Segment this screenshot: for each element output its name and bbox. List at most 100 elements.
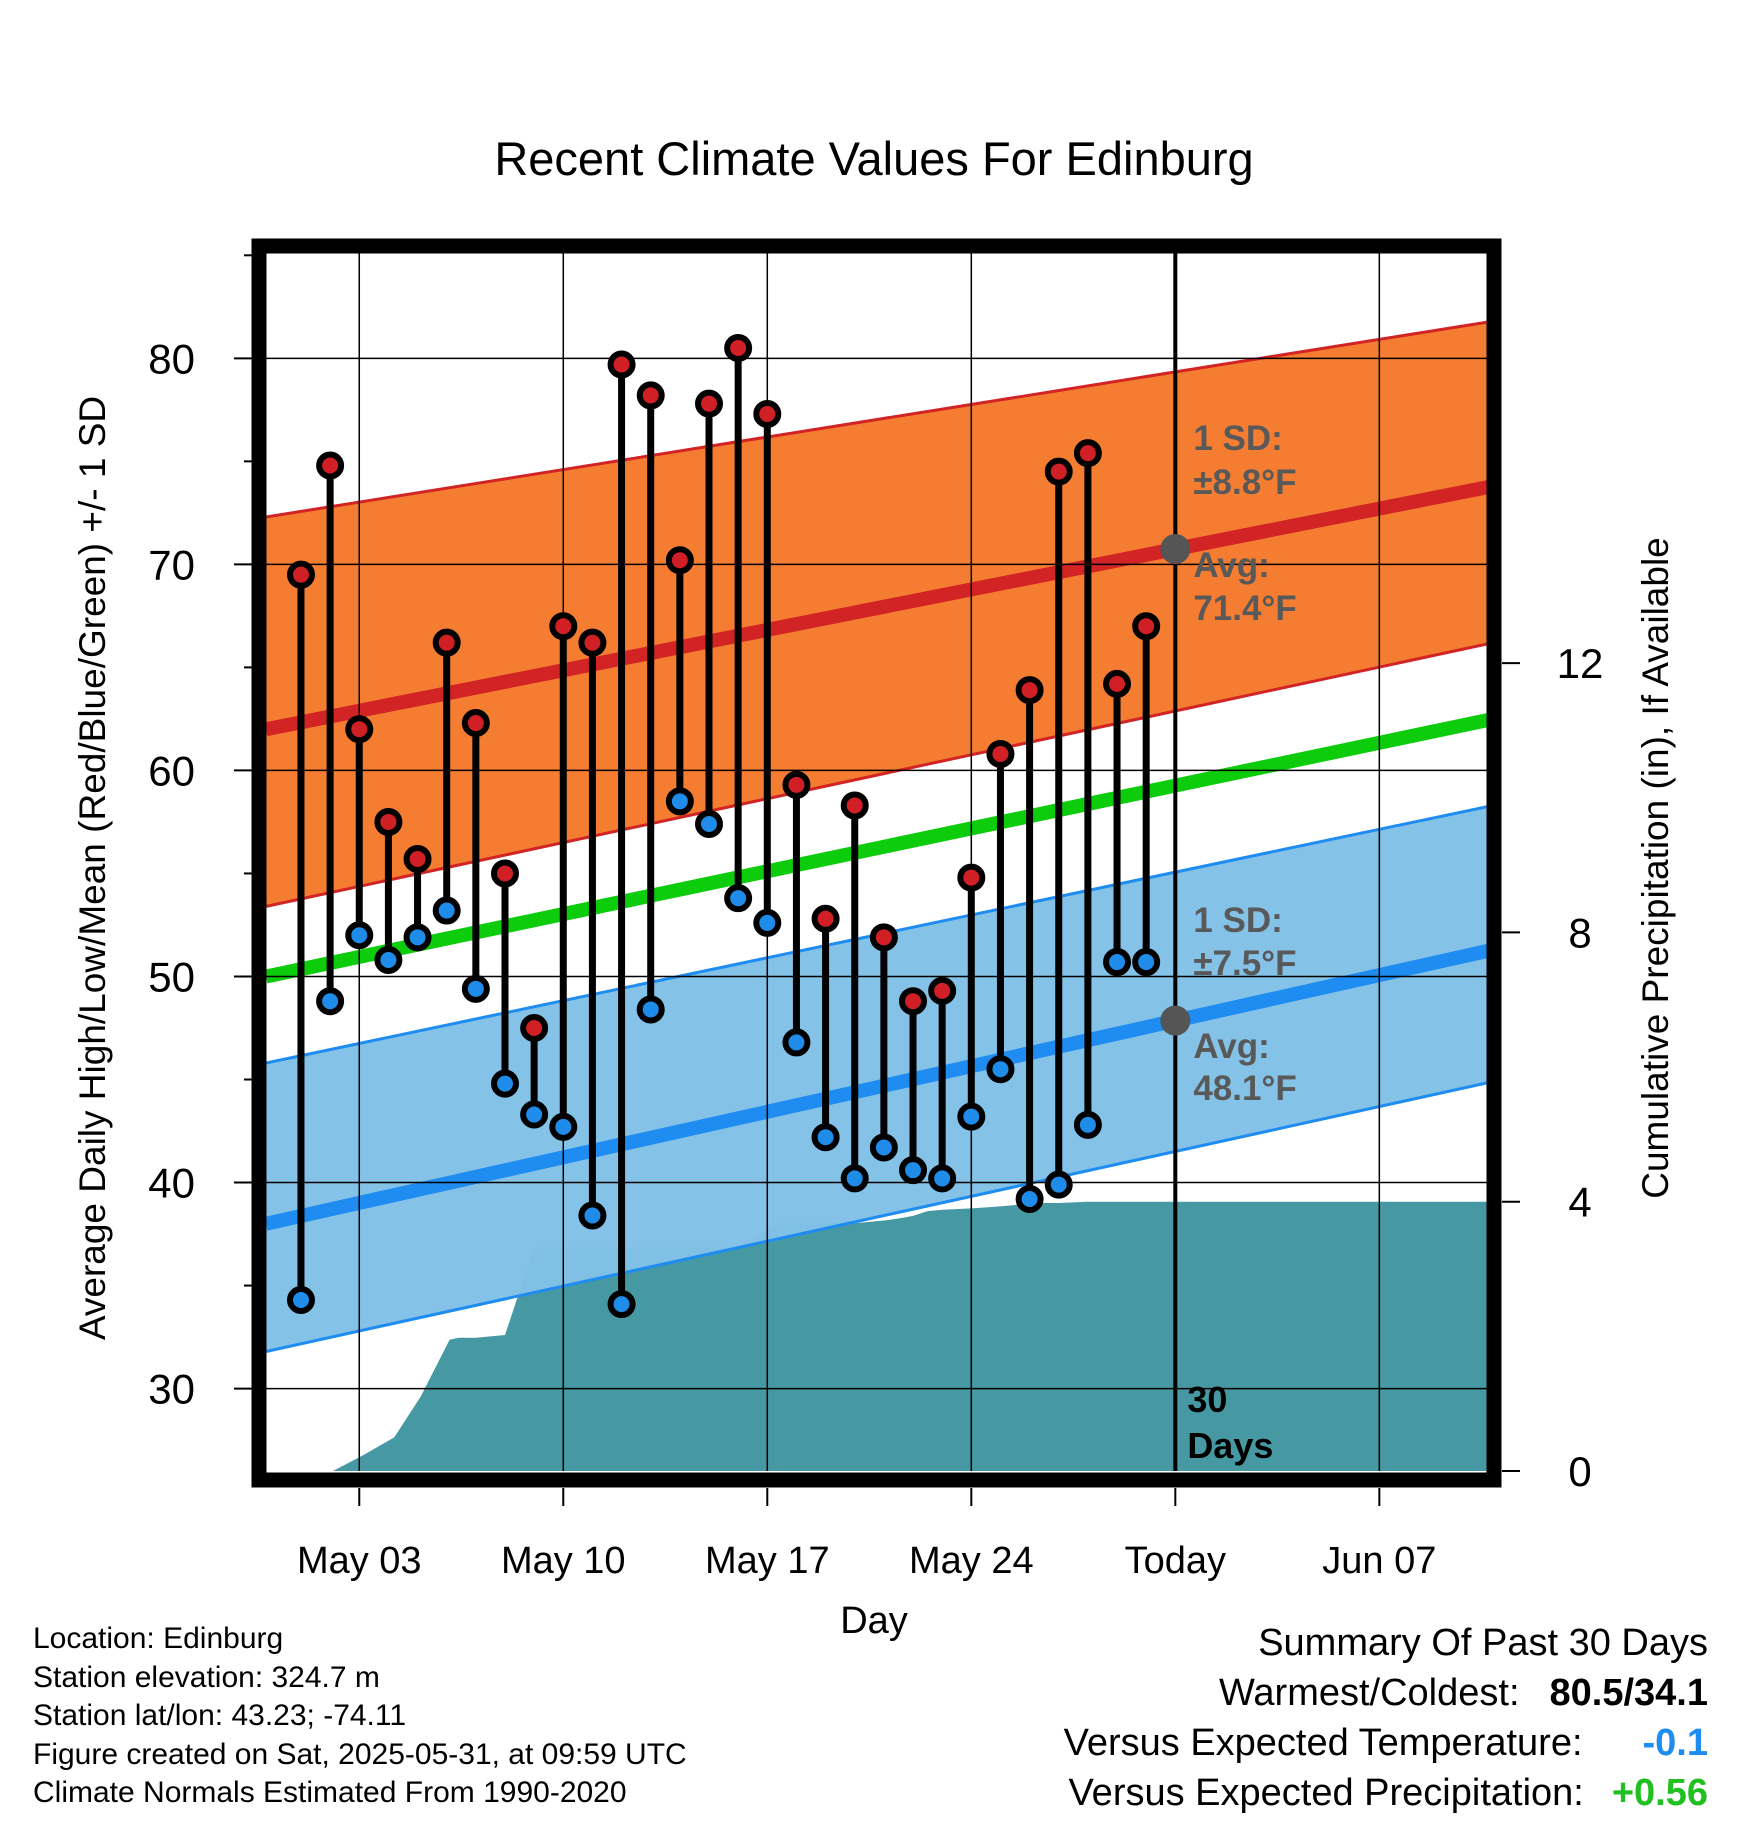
y2-tick-label: 12 (1557, 640, 1604, 687)
x-tick-label: May 24 (909, 1540, 1034, 1582)
normals-text: Climate Normals Estimated From 1990-2020 (33, 1776, 627, 1809)
daily-low-point (1103, 948, 1132, 977)
daily-low-point (374, 945, 403, 974)
low-avg-label: Avg: (1193, 1027, 1269, 1066)
y-axis-label: Average Daily High/Low/Mean (Red/Blue/Gr… (72, 396, 113, 1340)
low-sd-band (266, 805, 1493, 1352)
daily-low-point (461, 974, 490, 1003)
location-text: Location: Edinburg (33, 1622, 284, 1655)
daily-high-point (695, 389, 724, 418)
daily-low-point (1044, 1170, 1073, 1199)
high-avg-value: 71.4°F (1193, 589, 1297, 628)
low-band-lower-edge (266, 1080, 1493, 1353)
elevation-text: Station elevation: 324.7 m (33, 1660, 380, 1694)
daily-low-point (1073, 1110, 1102, 1139)
daily-high-point (1103, 669, 1132, 698)
x-tick-label: Today (1125, 1540, 1226, 1582)
daily-high-point (1073, 439, 1102, 468)
temp-label: Versus Expected Temperature: (1063, 1722, 1583, 1764)
x-tick-label: May 17 (705, 1540, 830, 1582)
normal-low-line (266, 942, 1493, 1231)
warm-cold-label: Warmest/Coldest: (1218, 1672, 1520, 1714)
daily-high-point (840, 791, 869, 820)
daily-high-point (957, 863, 986, 892)
daily-low-point (345, 921, 374, 950)
daily-low-point (753, 908, 782, 937)
x-tick-label: May 10 (501, 1540, 626, 1582)
y2-tick-label: 8 (1568, 909, 1591, 956)
summary-title: Summary Of Past 30 Days (1258, 1622, 1708, 1664)
y-tick-label: 70 (148, 541, 195, 588)
y-tick-label: 60 (148, 747, 195, 794)
daily-high-point (345, 715, 374, 744)
daily-high-point (578, 628, 607, 657)
daily-low-point (578, 1201, 607, 1230)
daily-high-point (520, 1013, 549, 1042)
daily-high-point (1015, 676, 1044, 705)
daily-low-point (607, 1290, 636, 1319)
warm-cold-value: 80.5/34.1 (1549, 1672, 1708, 1714)
y2-tick-label: 4 (1568, 1179, 1591, 1226)
normal-mean-line (266, 712, 1493, 984)
daily-high-point (665, 546, 694, 575)
y2-tick-label: 0 (1568, 1448, 1591, 1495)
summary-precip: Versus Expected Precipitation: +0.56 (1068, 1772, 1708, 1815)
low-sd-value: ±7.5°F (1193, 944, 1296, 983)
daily-low-point (1015, 1185, 1044, 1214)
daily-high-point (899, 987, 928, 1016)
daily-high-point (753, 399, 782, 428)
x-axis-label: Day (840, 1600, 908, 1642)
daily-high-point (490, 859, 519, 888)
daily-low-point (636, 995, 665, 1024)
daily-low-point (782, 1028, 811, 1057)
x-tick-label: May 03 (297, 1540, 422, 1582)
daily-low-point (286, 1285, 315, 1314)
daily-high-point (461, 709, 490, 738)
daily-high-point (928, 976, 957, 1005)
chart-title: Recent Climate Values For Edinburg (494, 132, 1253, 185)
daily-high-point (811, 904, 840, 933)
daily-high-point (782, 770, 811, 799)
temp-value: -0.1 (1642, 1722, 1708, 1764)
daily-low-point (695, 810, 724, 839)
x-tick-label: Jun 07 (1322, 1540, 1436, 1582)
daily-low-point (869, 1133, 898, 1162)
created-text: Figure created on Sat, 2025-05-31, at 09… (33, 1737, 687, 1771)
y-tick-label: 40 (148, 1160, 195, 1207)
daily-low-point (549, 1112, 578, 1141)
daily-high-point (549, 612, 578, 641)
daily-low-point (1132, 948, 1161, 977)
daily-low-point (665, 787, 694, 816)
daily-low-point (928, 1164, 957, 1193)
daily-low-point (811, 1123, 840, 1152)
daily-low-point (432, 896, 461, 925)
daily-low-point (957, 1102, 986, 1131)
daily-high-point (869, 923, 898, 952)
high-sd-value: ±8.8°F (1193, 463, 1296, 502)
precip-value: +0.56 (1611, 1772, 1708, 1814)
summary-warm-cold: Warmest/Coldest: 80.5/34.1 (1219, 1672, 1708, 1715)
daily-high-point (403, 845, 432, 874)
daily-high-point (1044, 457, 1073, 486)
daily-low-point (899, 1156, 928, 1185)
daily-high-point (607, 350, 636, 379)
today-low-avg-marker (1160, 1005, 1191, 1036)
high-sd-label: 1 SD: (1193, 419, 1282, 458)
y-tick-label: 30 (148, 1366, 195, 1413)
daily-low-point (490, 1069, 519, 1098)
daily-high-point (374, 807, 403, 836)
daily-low-point (316, 987, 345, 1016)
y2-axis-label: Cumulative Precipitation (in), If Availa… (1635, 537, 1676, 1199)
today-high-avg-marker (1160, 534, 1191, 565)
daily-low-point (724, 884, 753, 913)
high-avg-label: Avg: (1193, 546, 1269, 585)
daily-high-point (432, 628, 461, 657)
daily-low-point (986, 1055, 1015, 1084)
daily-high-point (724, 334, 753, 363)
daily-low-point (520, 1100, 549, 1129)
precip-label: Versus Expected Precipitation: (1068, 1772, 1584, 1814)
latlon-text: Station lat/lon: 43.23; -74.11 (33, 1699, 407, 1732)
summary-temp: Versus Expected Temperature: -0.1 (1064, 1722, 1708, 1765)
daily-high-point (316, 451, 345, 480)
